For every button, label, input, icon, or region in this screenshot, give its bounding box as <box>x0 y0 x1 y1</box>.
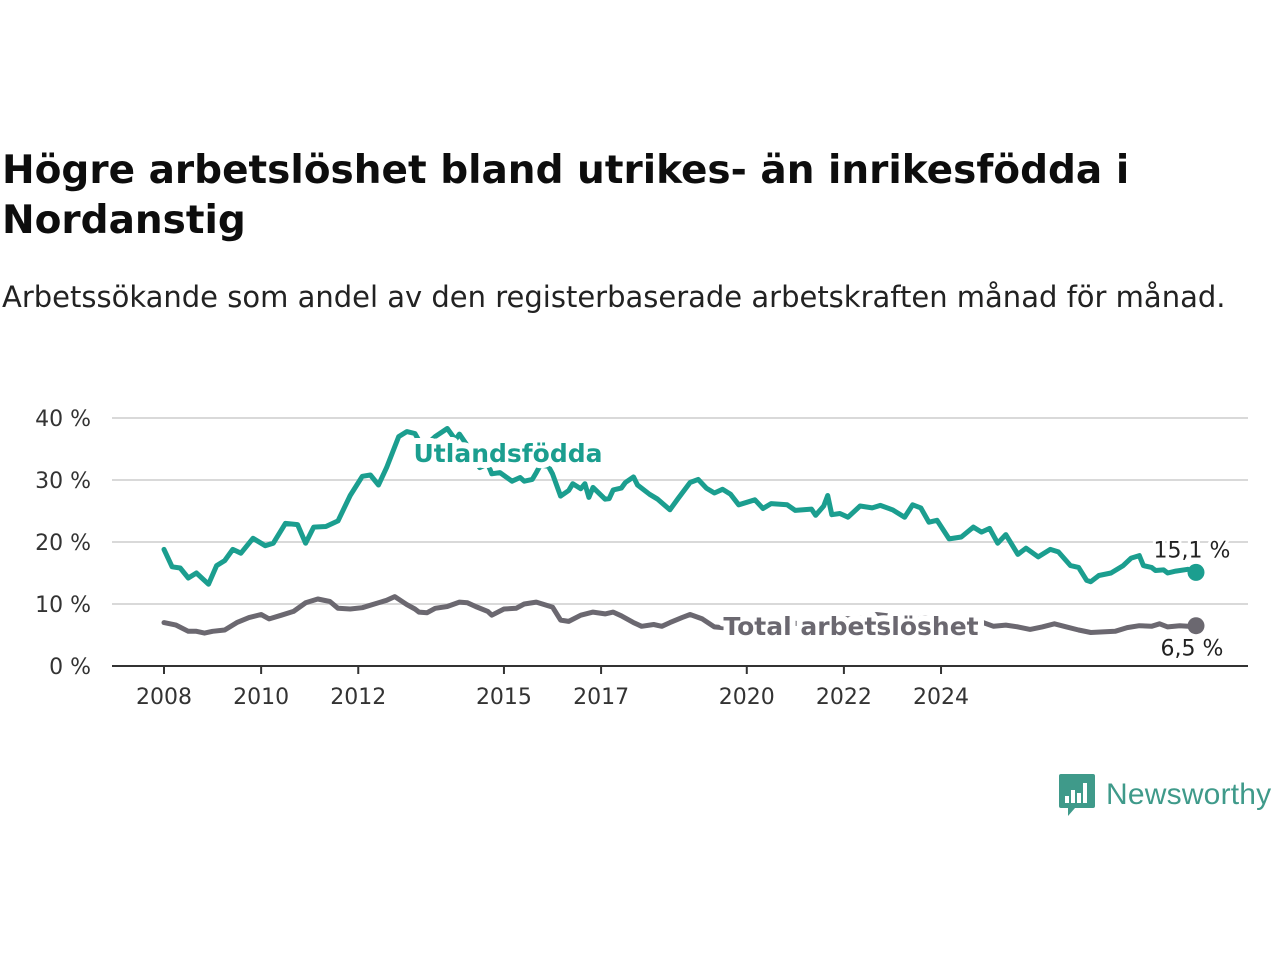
grid-lines <box>112 417 1248 605</box>
chart-title: Högre arbetslöshet bland utrikes- än inr… <box>2 148 1130 243</box>
x-tick-label: 2022 <box>816 685 872 710</box>
utlandsfodda-series-label: Utlandsfödda <box>414 439 603 468</box>
utlandsfodda-line <box>161 426 1199 587</box>
total-arbetsloshet-line <box>161 594 1199 636</box>
y-tick-label: 30 % <box>35 469 91 494</box>
chart-subtitle: Arbetssökande som andel av den registerb… <box>2 280 1226 314</box>
chart-labels: 15,1 % 6,5 % Utlandsfödda Total arbetslöshe… <box>408 433 1234 665</box>
series-lines <box>161 426 1205 636</box>
utlandsfodda-end-marker <box>1187 563 1205 581</box>
y-tick-label: 0 % <box>49 655 91 680</box>
line-chart: 0 % 10 % 20 % 30 % 40 % 2008 2010 2012 2015 2017… <box>35 407 1248 710</box>
utlandsfodda-end-label: 15,1 % <box>1154 538 1231 563</box>
x-axis-ticks: 2008 2010 2012 2015 2017 2020 2022 2024 <box>112 665 1248 710</box>
y-axis-ticks: 0 % 10 % 20 % 30 % 40 % <box>35 407 91 680</box>
total-end-label: 6,5 % <box>1161 637 1224 662</box>
newsworthy-logo: Newsworthy <box>1058 772 1271 818</box>
bar-chart-icon <box>1059 774 1095 816</box>
x-tick-label: 2015 <box>476 685 532 710</box>
x-tick-label: 2017 <box>573 685 629 710</box>
x-tick-label: 2008 <box>136 685 192 710</box>
y-tick-label: 10 % <box>35 593 91 618</box>
x-tick-label: 2020 <box>719 685 775 710</box>
y-tick-label: 40 % <box>35 407 91 432</box>
x-tick-label: 2024 <box>913 685 969 710</box>
y-tick-label: 20 % <box>35 531 91 556</box>
total-end-marker <box>1187 617 1205 635</box>
total-series-label: Total arbetslöshet <box>723 612 978 641</box>
x-tick-label: 2010 <box>233 685 289 710</box>
brand-name: Newsworthy <box>1106 778 1272 811</box>
x-tick-label: 2012 <box>330 685 386 710</box>
